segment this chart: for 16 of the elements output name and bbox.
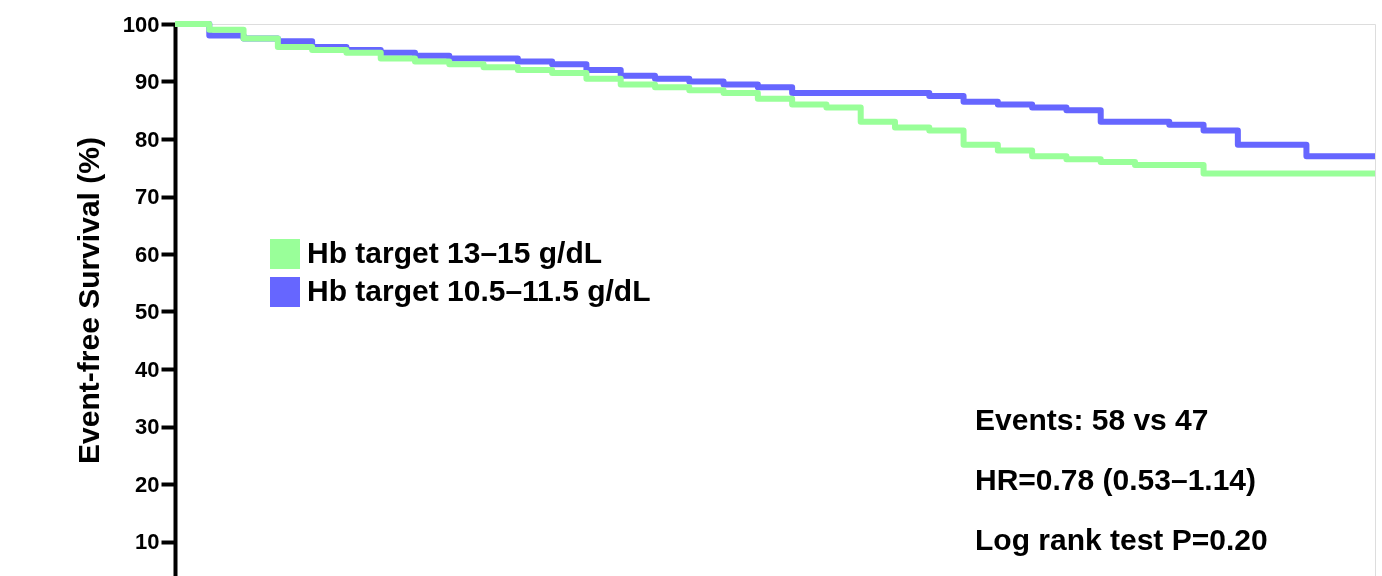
y-tick-label: 20	[135, 471, 160, 497]
y-tick-label: 50	[135, 299, 160, 324]
y-tick-label: 60	[135, 241, 160, 267]
y-tick-label: 30	[135, 414, 160, 439]
y-axis-title: Event-free Survival (%)	[71, 137, 105, 464]
y-tick-label: 90	[135, 69, 160, 94]
y-tick-label: 70	[135, 184, 160, 209]
y-tick-label: 40	[135, 356, 160, 382]
legend-label: Hb target 13–15 g/dL	[307, 236, 603, 269]
annotation: Log rank test P=0.20	[975, 523, 1268, 556]
y-tick-label: 10	[135, 529, 160, 554]
annotation: Events: 58 vs 47	[975, 403, 1209, 436]
annotation: HR=0.78 (0.53–1.14)	[975, 463, 1257, 496]
legend-label: Hb target 10.5–11.5 g/dL	[307, 274, 651, 307]
y-tick-label: 100	[122, 11, 160, 37]
y-tick-label: 80	[135, 126, 160, 152]
